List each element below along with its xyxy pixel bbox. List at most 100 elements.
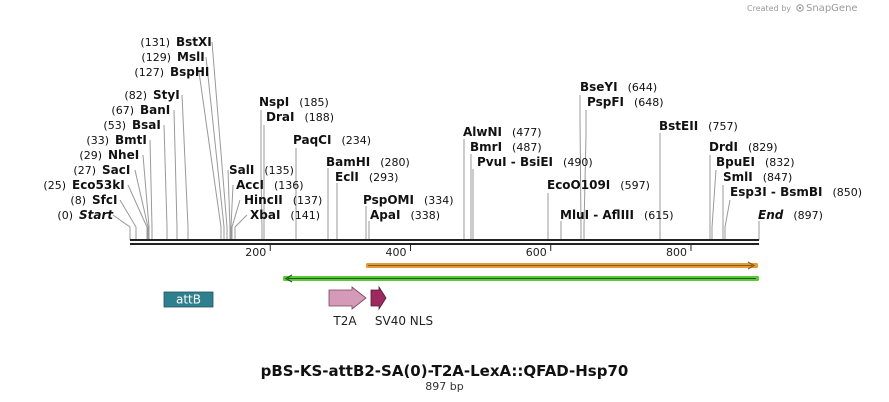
leader-bsai (163, 124, 168, 240)
cut-site-name: Eco53kI (72, 178, 125, 192)
cut-site-sfci[interactable]: SfcI (8) (70, 193, 117, 207)
cut-site-end[interactable]: End (897) (758, 208, 823, 222)
ruler-tick-label: 200 (245, 246, 266, 259)
cut-site-position: (490) (563, 156, 593, 169)
cut-site-smli[interactable]: SmlI (847) (723, 170, 792, 184)
leader-eco53ki (127, 184, 148, 240)
cut-site-paqci[interactable]: PaqCI (234) (293, 133, 371, 147)
cut-site-name: NspI (259, 95, 289, 109)
cut-site-mlui-afliii[interactable]: MluI - AflIII (615) (560, 208, 674, 222)
cut-site-name: PspOMI (363, 193, 414, 207)
cut-site-drai[interactable]: DraI (188) (266, 110, 334, 124)
attb-label: attB (176, 293, 201, 307)
leader-msli (205, 56, 225, 240)
cut-site-msli[interactable]: MslI (129) (141, 50, 204, 64)
backbone-top-strand (130, 239, 759, 241)
cut-site-pvui-bsiei[interactable]: PvuI - BsiEI (490) (477, 155, 593, 169)
cut-site-name: HincII (244, 193, 283, 207)
sv40-nls-arrow[interactable] (370, 285, 387, 311)
cut-site-start[interactable]: Start (0) (57, 208, 114, 222)
leader-esp3i (724, 199, 731, 240)
cut-site-name: SacI (102, 163, 130, 177)
leader-xbai (234, 214, 248, 240)
sv40-nls-label: SV40 NLS (375, 314, 433, 328)
leader-nhei (142, 154, 150, 240)
cut-site-pspomi[interactable]: PspOMI (334) (363, 193, 454, 207)
backbone-bottom-strand (130, 243, 759, 245)
cut-site-name: XbaI (250, 208, 280, 222)
cut-site-position: (847) (763, 171, 793, 184)
cut-site-name: ApaI (370, 208, 400, 222)
cut-site-bmti[interactable]: BmtI (33) (86, 133, 146, 147)
leader-sali (227, 169, 231, 240)
cut-site-bsteii[interactable]: BstEII (757) (659, 119, 738, 133)
cut-site-name: StyI (153, 88, 180, 102)
cut-site-acci[interactable]: AccI (136) (236, 178, 304, 192)
cut-site-position: (27) (73, 164, 96, 177)
cut-site-name: BspHI (170, 65, 209, 79)
cut-site-bpuei[interactable]: BpuEI (832) (716, 155, 795, 169)
cut-site-name: BamHI (326, 155, 370, 169)
leader-acci (230, 184, 234, 240)
cut-site-position: (597) (620, 179, 650, 192)
orf-reverse-arrowhead (284, 274, 293, 283)
leader-bani (173, 109, 178, 240)
cut-site-name: PvuI - BsiEI (477, 155, 553, 169)
cut-site-pspfi[interactable]: PspFI (648) (587, 95, 664, 109)
ruler-tick-label: 600 (526, 246, 547, 259)
cut-site-position: (82) (124, 89, 147, 102)
cut-site-labels: BstXI (131) MslI (129)BspHI (127) StyI (82)Ban… (43, 35, 862, 222)
cut-site-position: (137) (293, 194, 323, 207)
feature-t2a[interactable]: T2A (328, 286, 367, 328)
leader-saci (134, 169, 149, 240)
cut-site-esp3i-bsmbi[interactable]: Esp3I - BsmBI (850) (730, 185, 862, 199)
cut-site-name: SalI (229, 163, 254, 177)
cut-site-bseyi[interactable]: BseYI (644) (580, 80, 657, 94)
cut-site-alwni[interactable]: AlwNI (477) (463, 125, 542, 139)
cut-site-name: End (758, 208, 784, 222)
orf-forward[interactable] (366, 261, 758, 270)
cut-site-name: AccI (236, 178, 264, 192)
cut-site-bsphi[interactable]: BspHI (127) (134, 65, 209, 79)
cut-site-sali[interactable]: SalI (135) (229, 163, 294, 177)
cut-site-eco53ki[interactable]: Eco53kI (25) (43, 178, 124, 192)
cut-site-position: (757) (708, 120, 738, 133)
cut-site-saci[interactable]: SacI (27) (73, 163, 130, 177)
cut-site-name: AlwNI (463, 125, 502, 139)
cut-site-drdi[interactable]: DrdI (829) (709, 140, 778, 154)
cut-site-bamhi[interactable]: BamHI (280) (326, 155, 410, 169)
cut-site-bmri[interactable]: BmrI (487) (470, 140, 542, 154)
cut-site-position: (25) (43, 179, 66, 192)
cut-site-apai[interactable]: ApaI (338) (370, 208, 440, 222)
cut-site-position: (131) (140, 36, 170, 49)
cut-site-bani[interactable]: BanI (67) (111, 103, 170, 117)
cut-site-ecli[interactable]: EclI (293) (335, 170, 398, 184)
t2a-label: T2A (332, 314, 357, 328)
feature-sv40-nls[interactable]: SV40 NLS (370, 285, 433, 328)
cut-site-position: (67) (111, 104, 134, 117)
cut-site-position: (29) (79, 149, 102, 162)
orf-reverse[interactable] (283, 274, 759, 283)
cut-site-hincii[interactable]: HincII (137) (244, 193, 322, 207)
sequence-backbone (130, 239, 759, 245)
cut-site-styi[interactable]: StyI (82) (124, 88, 179, 102)
ruler: 200 400 600 800 (245, 245, 692, 259)
cut-site-position: (188) (304, 111, 334, 124)
t2a-arrow[interactable] (328, 286, 367, 310)
cut-site-bsai[interactable]: BsaI (53) (103, 118, 160, 132)
cut-site-bstxi[interactable]: BstXI (131) (140, 35, 211, 49)
cut-site-position: (8) (70, 194, 86, 207)
cut-site-xbai[interactable]: XbaI (141) (250, 208, 320, 222)
cut-site-name: DrdI (709, 140, 738, 154)
map-title: pBS-KS-attB2-SA(0)-T2A-LexA::QFAD-Hsp70 (261, 362, 629, 380)
cut-site-position: (234) (341, 134, 371, 147)
attb-box[interactable] (163, 291, 214, 308)
cut-site-name: SfcI (92, 193, 117, 207)
cut-site-ecoo109i[interactable]: EcoO109I (597) (547, 178, 650, 192)
cut-site-nspi[interactable]: NspI (185) (259, 95, 329, 109)
feature-attb[interactable]: attB (163, 291, 214, 308)
cut-site-nhei[interactable]: NheI (29) (79, 148, 139, 162)
snapgene-logo-text: SnapGene (806, 3, 858, 14)
ruler-tick-label: 400 (385, 246, 406, 259)
cut-site-name: DraI (266, 110, 294, 124)
